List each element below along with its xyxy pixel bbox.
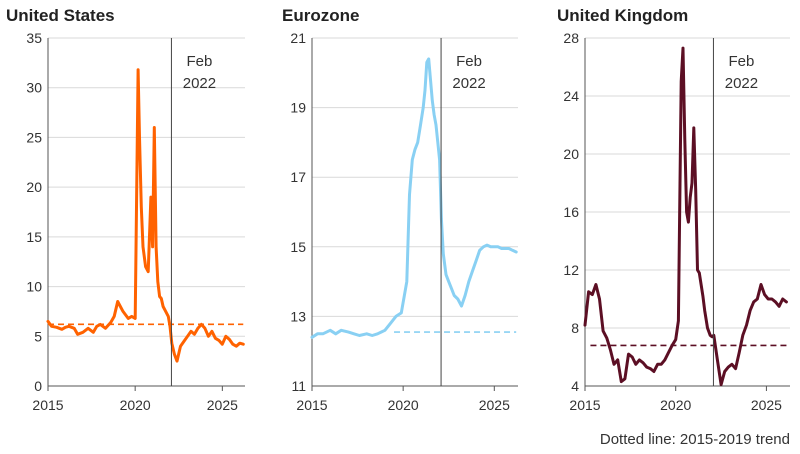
us-y-tick-label: 15 — [26, 229, 42, 245]
uk-y-tick-label: 4 — [571, 378, 579, 394]
ez-marker-label: 2022 — [452, 75, 485, 92]
uk-y-tick-label: 16 — [563, 204, 579, 220]
ez-y-tick-label: 15 — [290, 239, 306, 255]
uk-marker-label: 2022 — [725, 75, 758, 92]
us-marker-label: 2022 — [183, 75, 216, 92]
us-series-line — [46, 68, 245, 363]
ez-x-tick-label: 2025 — [479, 397, 510, 413]
uk-x-tick-label: 2025 — [751, 397, 782, 413]
uk-chart-title: United Kingdom — [557, 6, 689, 25]
uk-y-tick-label: 8 — [571, 320, 579, 336]
ez-marker-label: Feb — [456, 53, 482, 70]
us-y-tick-label: 25 — [26, 129, 42, 145]
us-chart-title: United States — [6, 6, 115, 25]
ez-y-tick-label: 11 — [291, 378, 306, 394]
uk-y-tick-label: 28 — [563, 30, 579, 46]
uk-y-tick-label: 24 — [563, 88, 579, 104]
us-y-tick-label: 5 — [34, 328, 42, 344]
ez-x-tick-label: 2020 — [388, 397, 419, 413]
us-y-tick-label: 10 — [26, 279, 42, 295]
ez-y-tick-label: 21 — [290, 30, 306, 46]
ez-y-tick-label: 17 — [290, 169, 306, 185]
ez-series-line — [310, 57, 518, 339]
ez-y-tick-label: 13 — [290, 308, 306, 324]
us-y-tick-label: 30 — [26, 80, 42, 96]
us-x-tick-label: 2025 — [207, 397, 238, 413]
us-x-tick-label: 2015 — [32, 397, 63, 413]
uk-y-tick-label: 12 — [563, 262, 579, 278]
ez-x-tick-label: 2015 — [296, 397, 327, 413]
uk-series-line — [583, 46, 788, 387]
uk-marker-label: Feb — [729, 53, 755, 70]
us-x-tick-label: 2020 — [120, 397, 151, 413]
ez-chart-title: Eurozone — [282, 6, 360, 25]
ez-y-tick-label: 19 — [290, 100, 306, 116]
us-y-tick-label: 35 — [26, 30, 42, 46]
us-y-tick-label: 20 — [26, 179, 42, 195]
uk-x-tick-label: 2020 — [660, 397, 691, 413]
uk-x-tick-label: 2015 — [569, 397, 600, 413]
us-y-tick-label: 0 — [34, 378, 42, 394]
us-marker-label: Feb — [187, 53, 213, 70]
uk-y-tick-label: 20 — [563, 146, 579, 162]
footnote: Dotted line: 2015-2019 trend — [599, 431, 790, 448]
